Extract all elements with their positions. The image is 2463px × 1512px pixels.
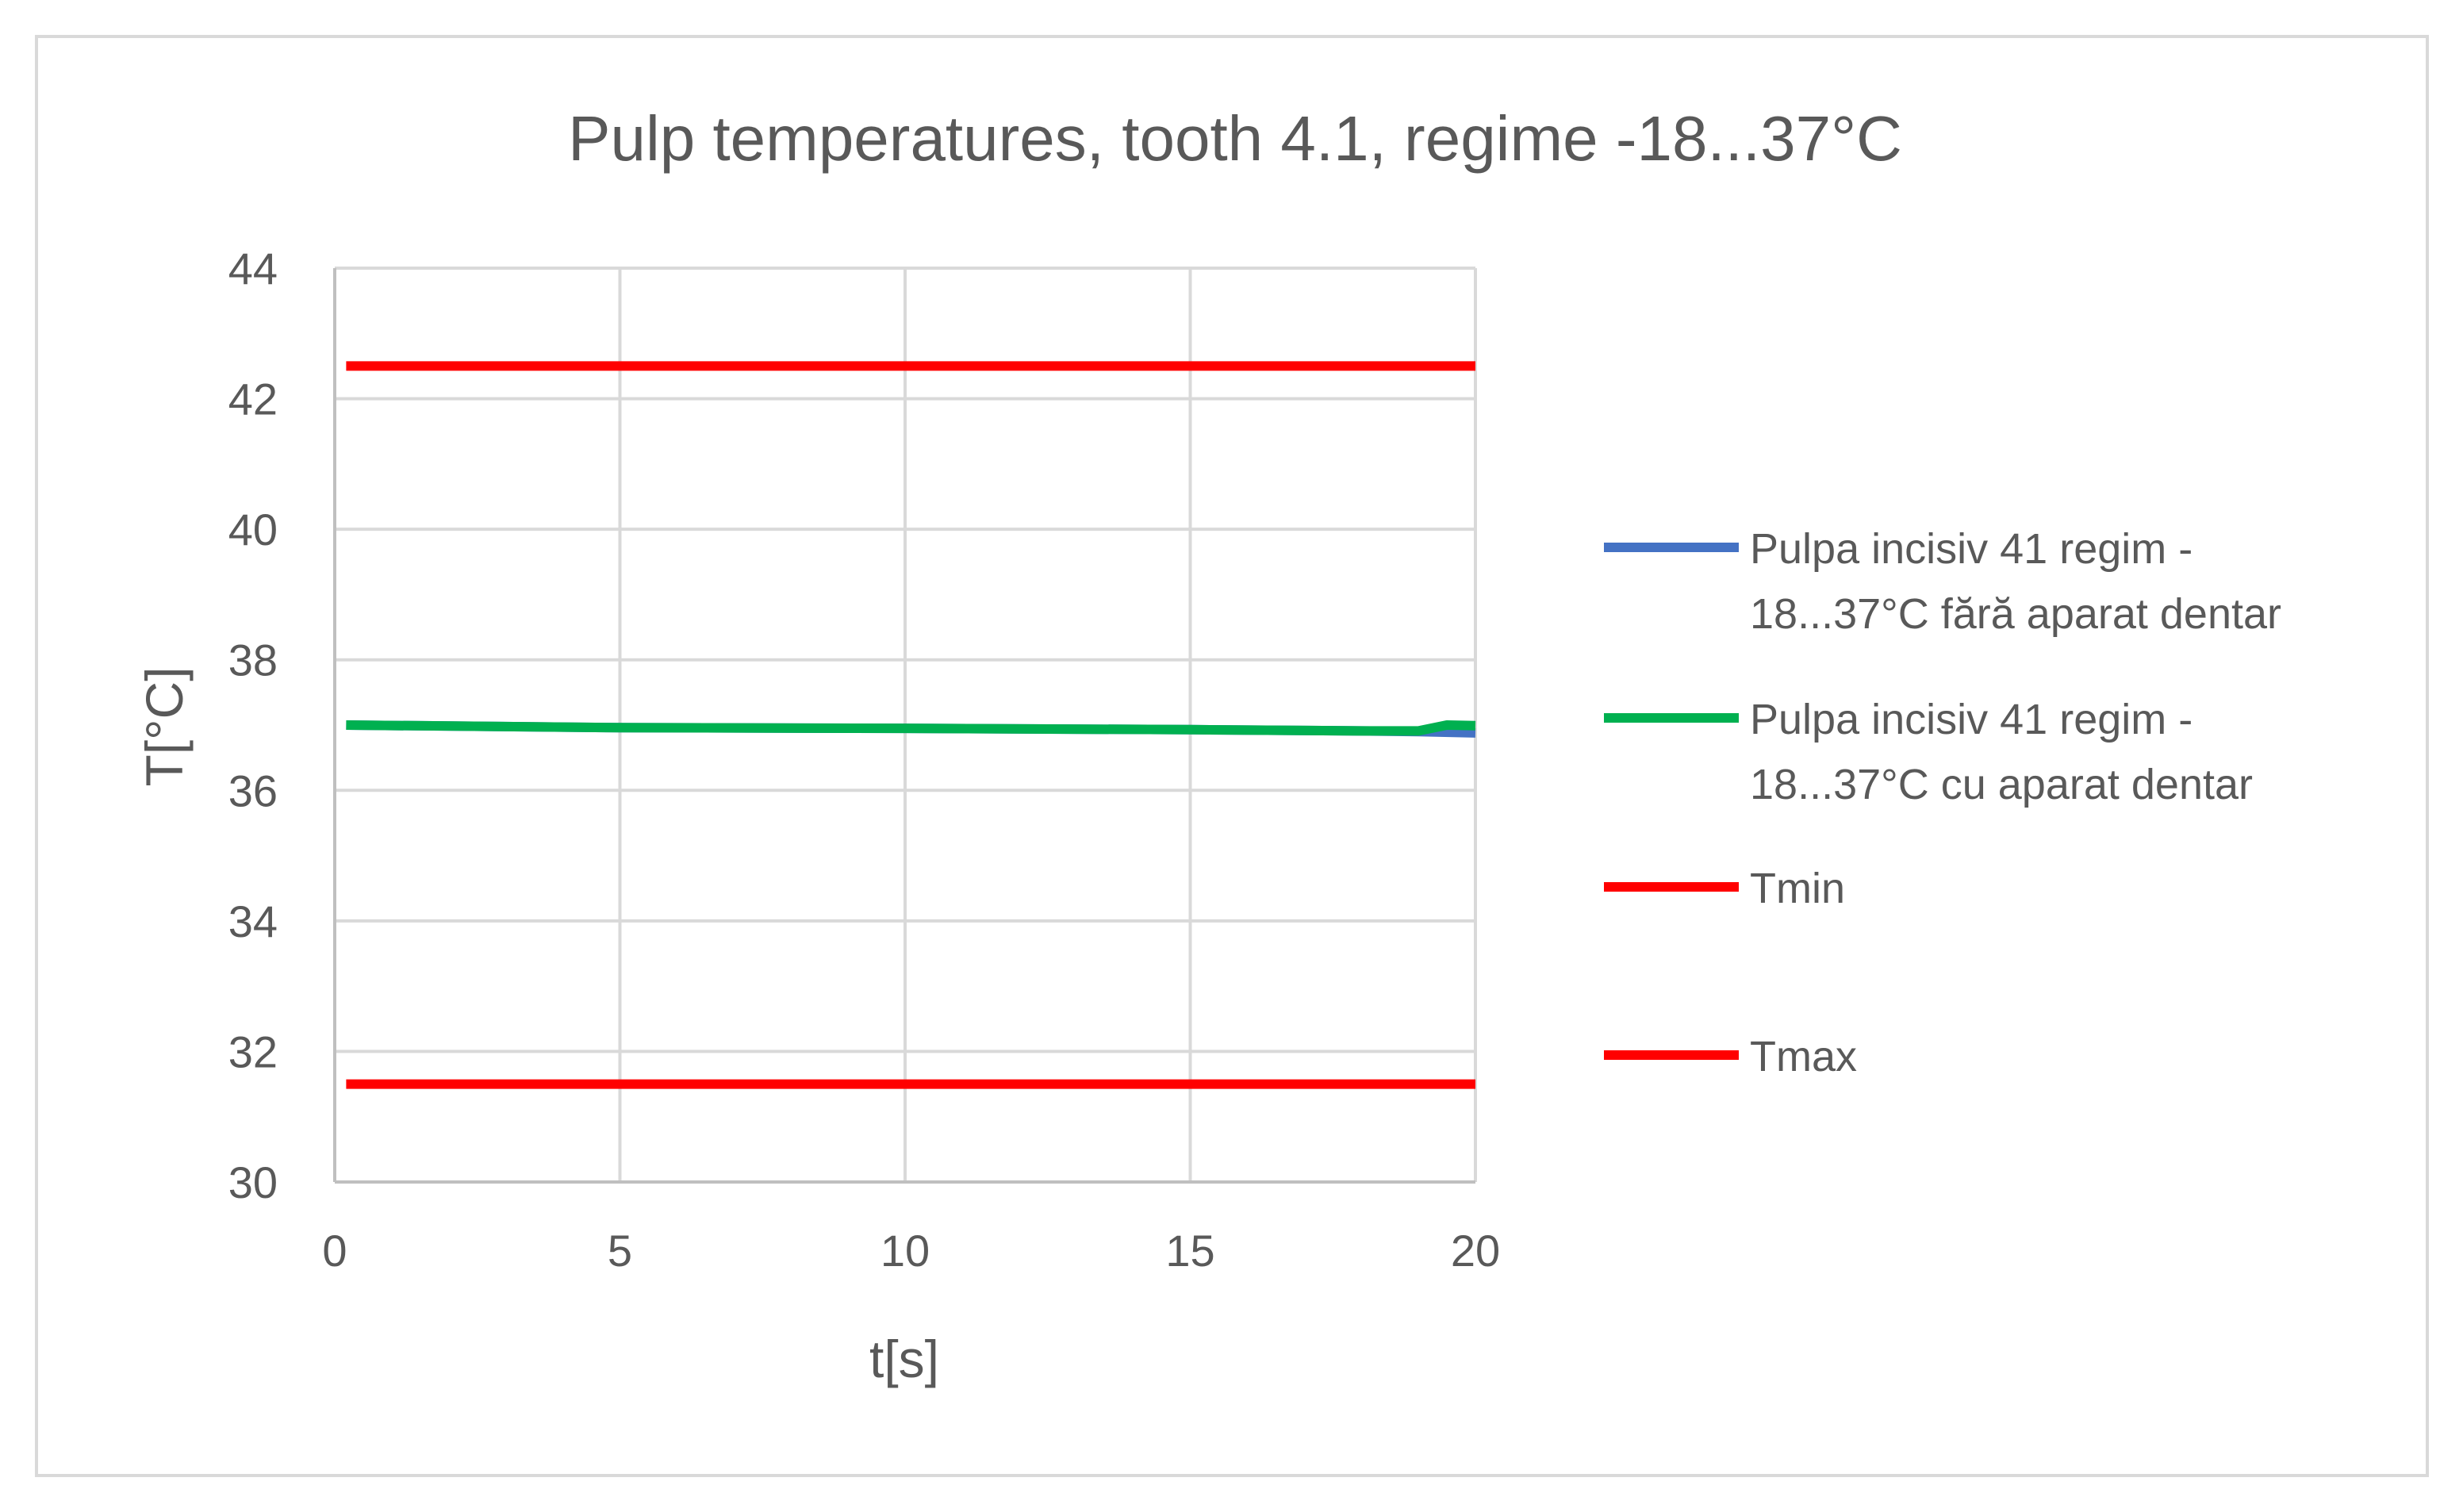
y-tick-label: 44	[228, 244, 278, 294]
tick-labels: 30 32 34 36 38 40 42 44 0 5 10 15 20	[228, 244, 1500, 1276]
y-tick-label: 36	[228, 766, 278, 815]
series-line-2	[346, 720, 1476, 736]
legend-label: Tmin	[1750, 865, 1845, 912]
series-layer	[346, 361, 1476, 1089]
x-tick-label: 20	[1451, 1226, 1500, 1276]
y-tick-label: 32	[228, 1027, 278, 1076]
x-tick-label: 10	[880, 1226, 930, 1276]
x-axis-title: t[s]	[869, 1330, 939, 1388]
y-tick-label: 30	[228, 1157, 278, 1207]
chart-frame	[35, 35, 2429, 1477]
x-tick-label: 0	[322, 1226, 347, 1276]
legend-label: Pulpa incisiv 41 regim -	[1750, 525, 2193, 573]
legend-label: Pulpa incisiv 41 regim -	[1750, 696, 2193, 743]
x-tick-label: 15	[1165, 1226, 1214, 1276]
y-axis-title: T[°C]	[135, 666, 194, 786]
legend-label: 18...37°C cu aparat dentar	[1750, 761, 2253, 808]
y-tick-label: 34	[228, 896, 278, 946]
y-tick-label: 38	[228, 635, 278, 685]
x-tick-label: 5	[608, 1226, 632, 1276]
legend-label: Tmax	[1750, 1033, 1857, 1080]
axes	[333, 268, 1475, 1184]
legend: Pulpa incisiv 41 regim - 18...37°C fără a…	[1604, 525, 2281, 1080]
y-tick-label: 42	[228, 374, 278, 424]
y-tick-label: 40	[228, 505, 278, 555]
legend-label: 18...37°C fără aparat dentar	[1750, 590, 2281, 638]
chart-title: Pulp temperatures, tooth 4.1, regime -18…	[568, 103, 1902, 174]
